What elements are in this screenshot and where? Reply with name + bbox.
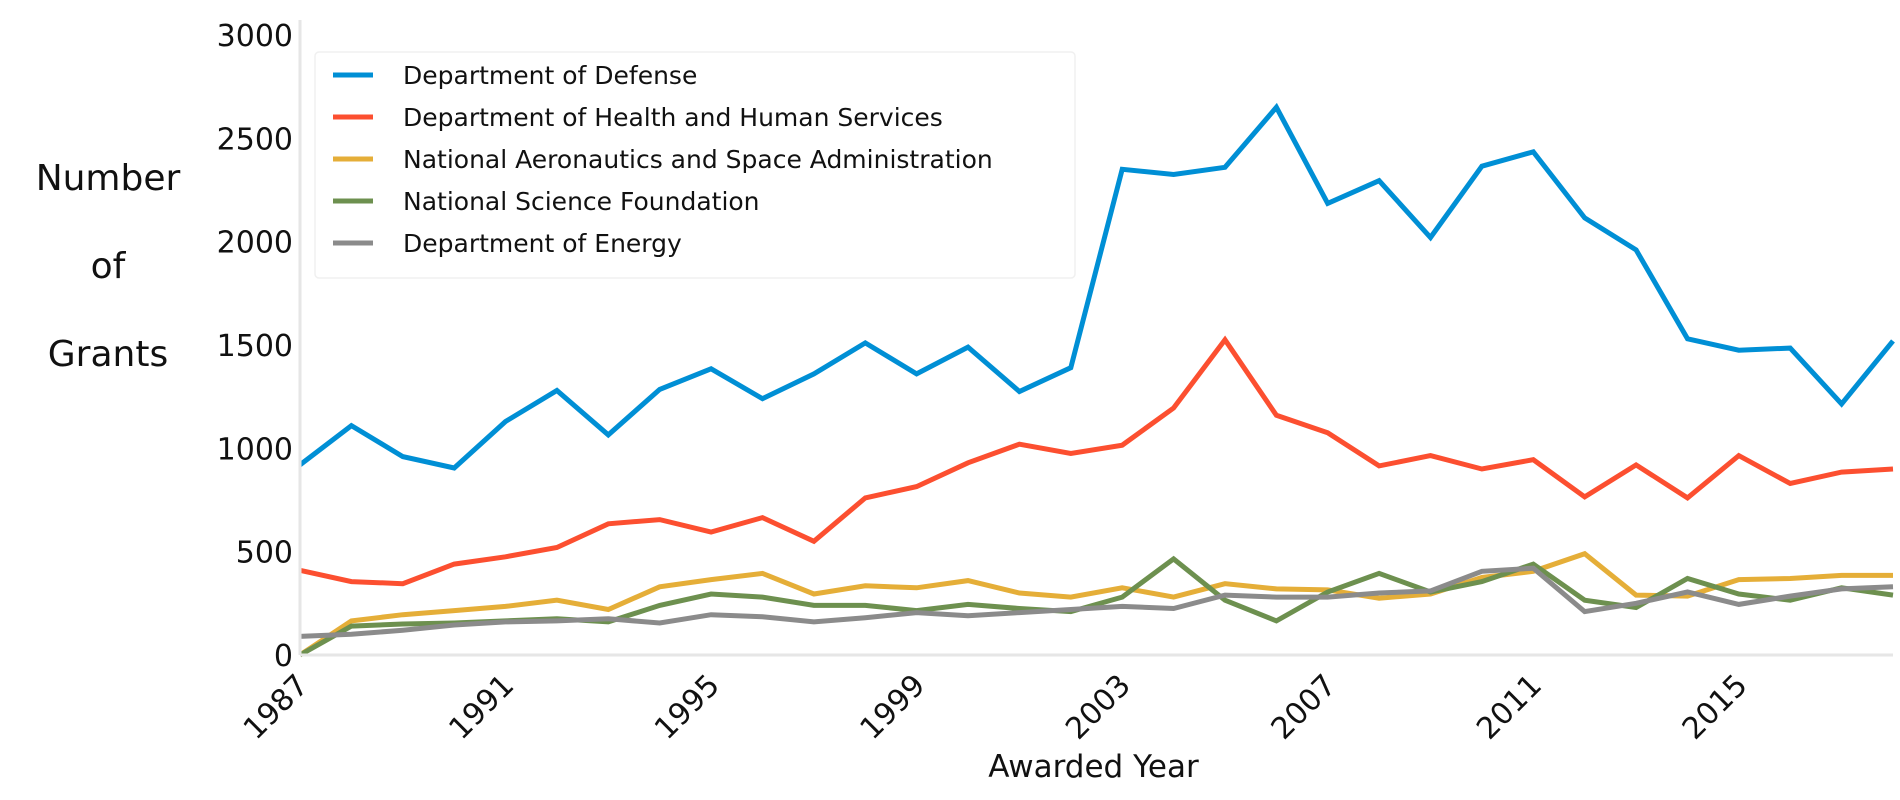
y-tick-label: 1500 bbox=[217, 329, 293, 364]
y-tick-label: 3000 bbox=[217, 19, 293, 54]
legend-label: National Aeronautics and Space Administr… bbox=[403, 145, 993, 174]
series-lines bbox=[298, 102, 1895, 658]
x-tick-label: 2015 bbox=[1676, 668, 1755, 747]
legend-label: Department of Health and Human Services bbox=[403, 103, 943, 132]
y-tick-label: 2000 bbox=[217, 226, 293, 261]
legend: Department of Defense Department of Healt… bbox=[314, 51, 1076, 279]
y-tick-label: 1000 bbox=[217, 432, 293, 467]
x-tick-labels: 1987 1991 1995 1999 2003 2007 2011 2015 bbox=[237, 668, 1755, 747]
x-tick-label: 2007 bbox=[1265, 668, 1344, 747]
legend-label: National Science Foundation bbox=[403, 187, 760, 216]
y-axis-title-line: Grants bbox=[48, 334, 168, 375]
series-line-5 bbox=[299, 565, 1894, 639]
x-tick-label: 2003 bbox=[1059, 668, 1138, 747]
y-axis-title: Number of Grants bbox=[36, 158, 181, 375]
series-line-2 bbox=[299, 335, 1894, 587]
x-tick-label: 2011 bbox=[1470, 668, 1549, 747]
x-tick-label: 1995 bbox=[648, 668, 727, 747]
x-tick-label: 1987 bbox=[237, 668, 316, 747]
x-tick-label: 1999 bbox=[854, 668, 933, 747]
y-axis-title-line: Number bbox=[36, 158, 181, 199]
y-tick-labels: 0 500 1000 1500 2000 2500 3000 bbox=[217, 19, 293, 674]
x-tick-label: 1991 bbox=[442, 668, 521, 747]
series-line-1 bbox=[298, 102, 1895, 471]
series-line-3 bbox=[298, 550, 1893, 658]
legend-label: Department of Defense bbox=[403, 61, 697, 90]
legend-box bbox=[314, 51, 1076, 279]
x-axis-title: Awarded Year bbox=[988, 749, 1199, 785]
y-tick-label: 2500 bbox=[217, 122, 293, 157]
y-tick-label: 500 bbox=[236, 536, 293, 571]
legend-label: Department of Energy bbox=[403, 229, 682, 258]
y-tick-label: 0 bbox=[274, 639, 293, 674]
y-axis-title-line: of bbox=[91, 246, 127, 287]
